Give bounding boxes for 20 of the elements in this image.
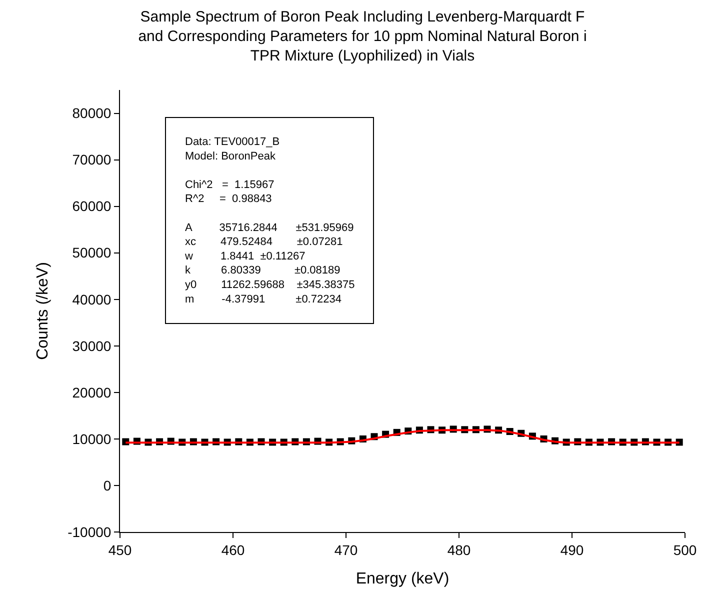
- y-tick-label: 30000: [72, 338, 112, 354]
- x-tick-label: 490: [560, 542, 584, 558]
- y-tick-label: 40000: [72, 291, 112, 308]
- x-tick-label: 480: [447, 542, 471, 558]
- x-tick-label: 500: [673, 542, 697, 558]
- chart-title: Sample Spectrum of Boron Peak Including Levenberg-Marquardt F and Corresponding Parameters for 10 ppm Nominal Natural Boron i TPR Mixture (Lyophilized) in Vials: [138, 8, 587, 64]
- x-tick-label: 460: [221, 542, 245, 558]
- y-tick-label: 70000: [72, 152, 112, 168]
- y-tick-label: 80000: [72, 105, 112, 122]
- x-axis-title: Energy (keV): [356, 570, 450, 588]
- y-tick-label: -10000: [68, 524, 112, 540]
- y-tick-label: 50000: [72, 244, 112, 261]
- y-tick-label: 60000: [72, 198, 112, 214]
- x-tick-label: 470: [334, 542, 358, 558]
- y-tick-label: 20000: [72, 384, 112, 400]
- y-tick-label: 10000: [72, 430, 112, 447]
- text: Data: TEV00017_B Model: BoronPeak Chi^2 = 1.15967 R^2 = 0.98843 A 35716.2844 ±531.95969 xc 479.52484 ±0.07281 w 1.8441 ±0.11267 k 6.80339 ±0.08189 y0 11262.59688 ±345.38375 m -4.37991 ±0.72234: [185, 136, 355, 306]
- x-tick-label: 450: [108, 542, 132, 558]
- y-tick-label: 0: [103, 477, 112, 494]
- y-axis-title: Counts (/keV): [34, 262, 52, 360]
